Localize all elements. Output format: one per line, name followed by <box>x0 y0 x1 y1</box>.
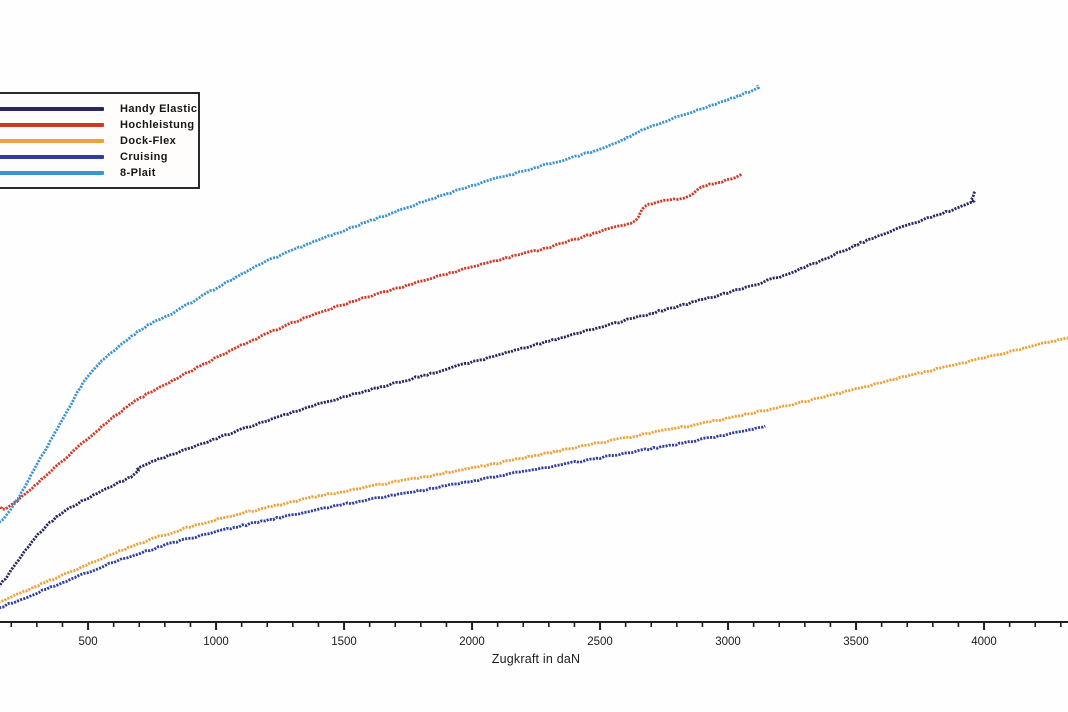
legend-swatch <box>0 123 104 127</box>
legend-swatch <box>0 155 104 159</box>
series-line-cruising <box>0 424 766 610</box>
x-tick-label: 2000 <box>459 636 485 648</box>
legend-label: Cruising <box>120 151 168 163</box>
x-tick-label: 2500 <box>587 636 613 648</box>
x-tick-label: 1500 <box>331 636 357 648</box>
legend-swatch <box>0 171 104 175</box>
legend-item-cruising: Cruising <box>0 149 198 165</box>
legend-item-8-plait: 8-Plait <box>0 165 198 181</box>
x-axis: 500 1000 1500 2000 2500 3000 3500 4000 <box>0 621 1068 648</box>
legend-swatch <box>0 139 104 143</box>
x-tick-label: 500 <box>78 636 97 648</box>
x-tick-label: 1000 <box>203 636 229 648</box>
x-tick-label: 4000 <box>971 636 997 648</box>
legend-label: Hochleistung <box>120 119 195 131</box>
legend-item-handy-elastic: Handy Elastic <box>0 101 198 117</box>
x-tick-label: 3500 <box>843 636 869 648</box>
legend-label: 8-Plait <box>120 167 156 179</box>
legend-label: Dock-Flex <box>120 135 177 147</box>
legend: Handy Elastic Hochleistung Dock-Flex Cruisi… <box>0 92 200 189</box>
legend-item-hochleistung: Hochleistung <box>0 117 198 133</box>
x-tick-label: 3000 <box>715 636 741 648</box>
series-line-dock-flex <box>0 336 1068 604</box>
legend-item-dock-flex: Dock-Flex <box>0 133 198 149</box>
series-line-8-plait <box>0 84 761 524</box>
series-line-hochleistung <box>0 172 743 511</box>
legend-swatch <box>0 107 104 111</box>
x-axis-title: Zugkraft in daN <box>491 652 581 666</box>
legend-label: Handy Elastic <box>120 103 198 115</box>
series-line-handy-elastic <box>0 190 977 588</box>
